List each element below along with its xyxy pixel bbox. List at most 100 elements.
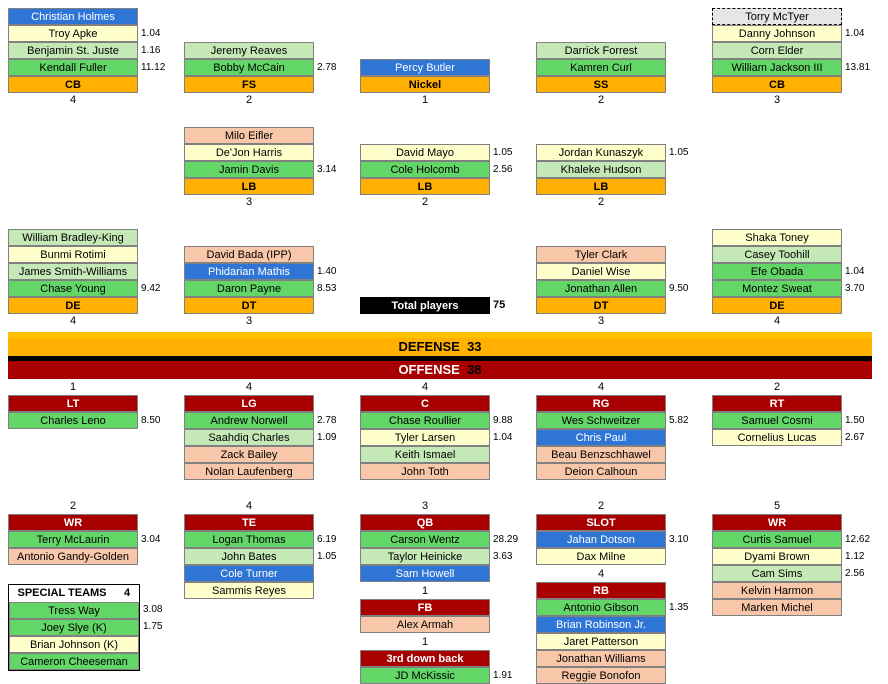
player-value: 9.42 [138,280,166,297]
player-name: Bobby McCain [184,59,314,76]
player-name: Chase Young [8,280,138,297]
group-count: 2 [536,93,666,108]
player-row: Jordan Kunaszyk1.05 [536,144,694,161]
player-row: Torry McTyer [712,8,870,25]
special-teams-block: SPECIAL TEAMS4Tress WayJoey Slye (K)Bria… [8,584,140,671]
position-group-de: William Bradley-KingBunmi RotimiJames Sm… [8,229,138,329]
player-value: 5.82 [666,412,694,429]
player-row: Brian Robinson Jr. [536,616,694,633]
position-header: CB [712,76,842,93]
position-group-rb: 4RBAntonio Gibson1.35Brian Robinson Jr.J… [536,567,666,684]
player-row: David Bada (IPP) [184,246,342,263]
offense-count: 38 [467,362,481,377]
player-row: Milo Eifler [184,127,342,144]
player-value [314,582,342,599]
player-name: David Mayo [360,144,490,161]
special-teams-title: SPECIAL TEAMS [9,585,115,602]
position-group-lb: Jordan Kunaszyk1.05Khaleke HudsonLB2 [536,144,666,210]
group-count: 1 [360,635,490,650]
player-name: Sammis Reyes [184,582,314,599]
player-value [138,229,166,246]
player-row: Tyler Larsen1.04 [360,429,518,446]
player-name: Antonio Gandy-Golden [8,548,138,565]
group-count: 2 [184,93,314,108]
player-row: Jahan Dotson3.10 [536,531,694,548]
player-value [140,652,162,669]
position-header: DE [8,297,138,314]
player-value [666,59,694,76]
player-name: Andrew Norwell [184,412,314,429]
position-group-dt: David Bada (IPP)Phidarian Mathis1.40Daro… [184,246,314,329]
player-name: Carson Wentz [360,531,490,548]
player-row: Phidarian Mathis1.40 [184,263,342,280]
player-value [490,446,518,463]
player-value [666,263,694,280]
player-value [314,463,342,480]
group-count: 4 [712,314,842,329]
player-name: Chris Paul [536,429,666,446]
player-name: Tyler Larsen [360,429,490,446]
player-row: Bobby McCain2.78 [184,59,342,76]
player-value: 3.04 [138,531,166,548]
position-group-wr: 5WRCurtis Samuel12.62Dyami Brown1.12Cam … [712,499,842,616]
position-group-fb: 1FBAlex Armah [360,584,490,633]
player-value [314,127,342,144]
player-value: 13.81 [842,59,870,76]
player-value: 2.78 [314,412,342,429]
position-header: LB [360,178,490,195]
player-value: 1.05 [314,548,342,565]
player-row: Jonathan Allen9.50 [536,280,694,297]
player-row: Benjamin St. Juste1.16 [8,42,166,59]
player-row: Daniel Wise [536,263,694,280]
player-value: 1.35 [666,599,694,616]
player-value [666,446,694,463]
player-row: Carson Wentz28.29 [360,531,518,548]
player-name: Cameron Cheeseman [9,653,139,670]
position-header: SS [536,76,666,93]
player-value: 1.16 [138,42,166,59]
group-count: 3 [536,314,666,329]
player-row: De'Jon Harris [184,144,342,161]
position-header: TE [184,514,314,531]
player-row: Taylor Heinicke3.63 [360,548,518,565]
player-row: Saahdiq Charles1.09 [184,429,342,446]
player-row: Tyler Clark [536,246,694,263]
group-count: 4 [184,499,314,514]
position-header: QB [360,514,490,531]
player-value: 11.12 [138,59,166,76]
player-name: Torry McTyer [712,8,842,25]
player-name: Antonio Gibson [536,599,666,616]
player-name: JD McKissic [360,667,490,684]
player-value [842,582,870,599]
player-row: Tress Way [9,602,139,619]
player-value: 2.56 [842,565,870,582]
player-value: 1.04 [842,263,870,280]
player-value: 1.09 [314,429,342,446]
player-name: Samuel Cosmi [712,412,842,429]
player-name: Curtis Samuel [712,531,842,548]
player-name: Nolan Laufenberg [184,463,314,480]
player-row: Keith Ismael [360,446,518,463]
player-name: Kelvin Harmon [712,582,842,599]
player-row: Darrick Forrest [536,42,694,59]
player-value [666,650,694,667]
player-value: 1.05 [490,144,518,161]
position-header: RG [536,395,666,412]
player-value [666,633,694,650]
special-teams-count: 4 [115,585,139,602]
player-row: Kamren Curl [536,59,694,76]
player-row: Kelvin Harmon [712,582,870,599]
position-group-c: 4CChase Roullier9.88Tyler Larsen1.04Keit… [360,380,490,480]
player-row: Marken Michel [712,599,870,616]
player-row: Shaka Toney [712,229,870,246]
group-count: 3 [360,499,490,514]
player-value [666,161,694,178]
player-name: Terry McLaurin [8,531,138,548]
player-name: Jordan Kunaszyk [536,144,666,161]
player-name: Dyami Brown [712,548,842,565]
player-row: Cam Sims2.56 [712,565,870,582]
player-name: Milo Eifler [184,127,314,144]
player-value: 3.10 [666,531,694,548]
player-name: James Smith-Williams [8,263,138,280]
position-header: LB [536,178,666,195]
